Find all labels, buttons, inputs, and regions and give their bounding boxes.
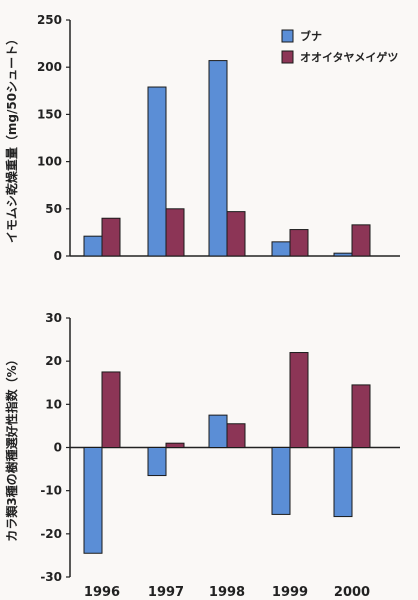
legend-label-0: ブナ (300, 29, 322, 43)
bottom-y-tick-label: 20 (45, 354, 62, 368)
top-y-tick-label: 50 (45, 202, 62, 216)
top-y-tick-label: 150 (37, 107, 62, 121)
bottom-y-tick-label: -20 (40, 527, 62, 541)
x-tick-label-2000: 2000 (334, 585, 370, 600)
top-bar-s0-2000 (333, 252, 353, 257)
x-tick-label-1996: 1996 (84, 585, 120, 600)
top-bar-s1-1998 (226, 211, 246, 257)
top-y-axis-title: イモムシ乾燥重量（mg/50シュート） (4, 33, 19, 243)
bottom-y-tick-label: 0 (54, 441, 62, 455)
top-bar-s0-1996 (83, 235, 103, 257)
top-y-tick-label: 250 (37, 13, 62, 27)
legend-swatch-1 (281, 50, 294, 64)
top-bar-s0-1999 (271, 241, 291, 257)
bottom-bar-s0-2000 (333, 447, 353, 518)
bottom-bar-s0-1996 (83, 447, 103, 554)
x-tick-label-1998: 1998 (209, 585, 245, 600)
bottom-bar-s1-1998 (226, 423, 246, 448)
bottom-bar-s1-1996 (101, 371, 121, 449)
top-bar-s1-1996 (101, 217, 121, 257)
x-tick-label-1997: 1997 (148, 585, 184, 600)
top-y-tick-label: 100 (37, 155, 62, 169)
legend-label-1: オオイタヤメイゲツ (300, 50, 398, 64)
bottom-bar-s1-2000 (351, 384, 371, 448)
top-bar-s0-1998 (208, 60, 228, 257)
bottom-bar-s1-1999 (289, 352, 309, 448)
top-bar-s1-2000 (351, 224, 371, 257)
top-y-tick-label: 200 (37, 60, 62, 74)
bottom-y-tick-label: 10 (45, 397, 62, 411)
top-bar-s0-1997 (147, 86, 167, 257)
bottom-bar-s0-1999 (271, 447, 291, 515)
top-bar-s1-1999 (289, 229, 309, 257)
bottom-y-axis-title: カラ類3種の樹種選好性指数（%） (4, 353, 19, 541)
bottom-bar-s1-1997 (165, 442, 185, 448)
top-bar-s1-1997 (165, 208, 185, 257)
bottom-y-tick-label: -10 (40, 484, 62, 498)
bottom-bar-s0-1998 (208, 414, 228, 448)
top-y-tick-label: 0 (54, 249, 62, 263)
bottom-bar-s0-1997 (147, 447, 167, 477)
bottom-y-tick-label: 30 (45, 311, 62, 325)
legend-swatch-0 (281, 29, 294, 43)
bottom-y-tick-label: -30 (40, 570, 62, 584)
x-tick-label-1999: 1999 (272, 585, 308, 600)
